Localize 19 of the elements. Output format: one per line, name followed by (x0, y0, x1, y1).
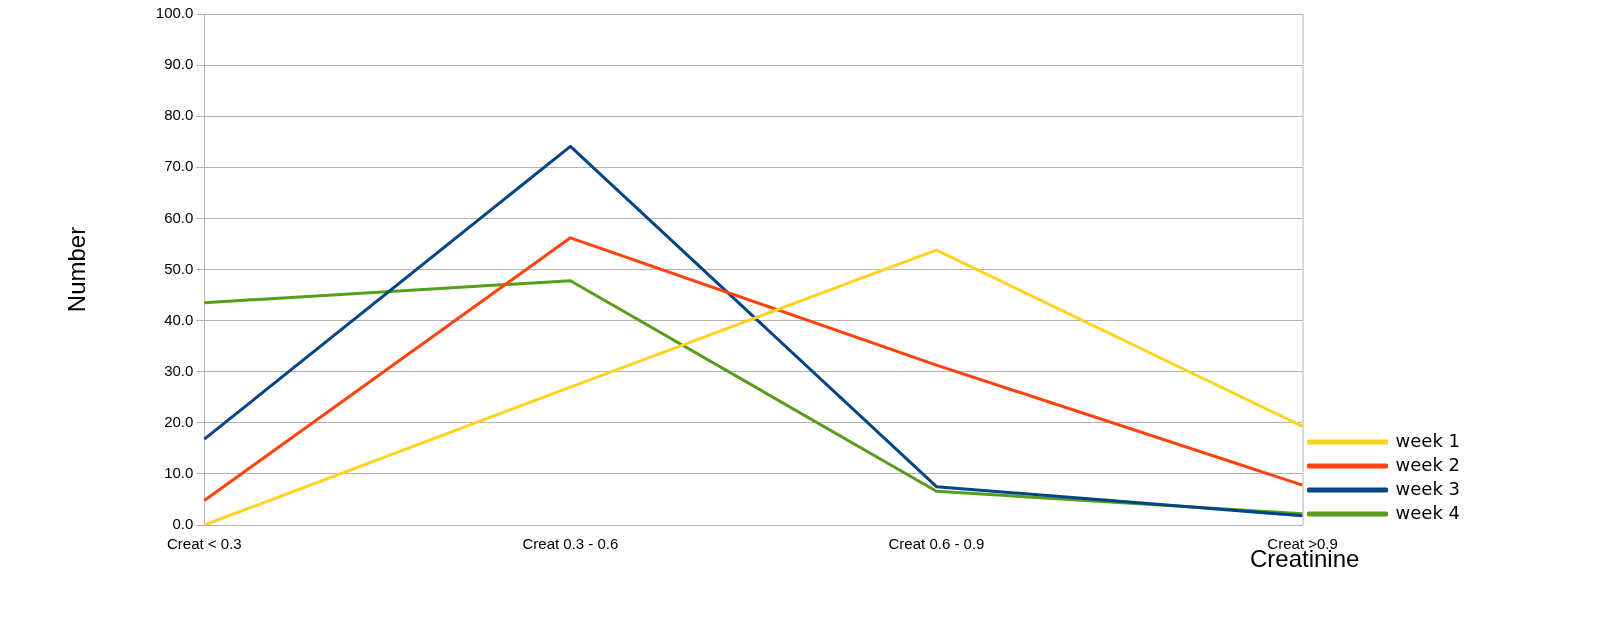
y-tick-label: 40.0 (164, 310, 194, 328)
legend-label: week 2 (1395, 453, 1460, 475)
legend-label: week 1 (1395, 429, 1460, 451)
y-tick-label: 60.0 (164, 208, 194, 226)
y-tick-label: 20.0 (164, 412, 194, 430)
y-tick-label: 80.0 (164, 106, 194, 124)
y-axis-title: Number (63, 226, 91, 313)
x-tick-label: Creat 0.3 - 0.6 (522, 535, 619, 553)
y-tick-label: 50.0 (164, 259, 194, 277)
legend-label: week 4 (1395, 501, 1460, 523)
y-tick-label: 30.0 (164, 361, 194, 379)
y-tick-label: 0.0 (172, 515, 194, 533)
y-tick-label: 100.0 (155, 4, 194, 22)
y-tick-label: 90.0 (164, 55, 194, 73)
legend-label: week 3 (1395, 477, 1460, 499)
x-tick-label: Creat 0.6 - 0.9 (888, 535, 985, 553)
x-tick-label: Creat < 0.3 (167, 535, 242, 553)
y-tick-label: 70.0 (164, 157, 194, 175)
y-tick-label: 10.0 (164, 464, 194, 482)
